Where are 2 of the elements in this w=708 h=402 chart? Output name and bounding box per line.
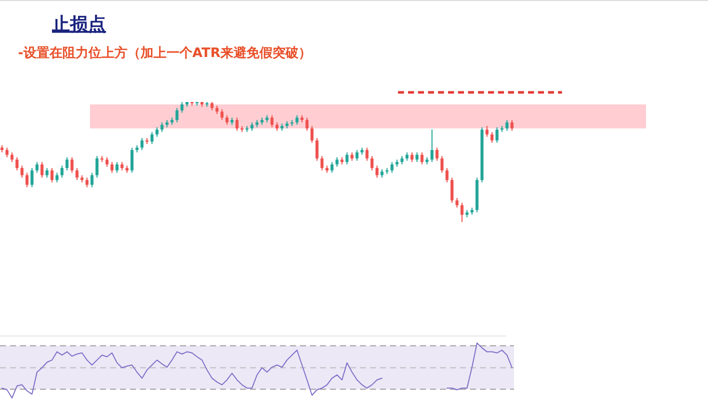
chart-subtitle: -设置在阻力位上方（加上一个ATR来避免假突破） bbox=[18, 45, 312, 61]
chart-title: 止损点 bbox=[51, 14, 106, 35]
